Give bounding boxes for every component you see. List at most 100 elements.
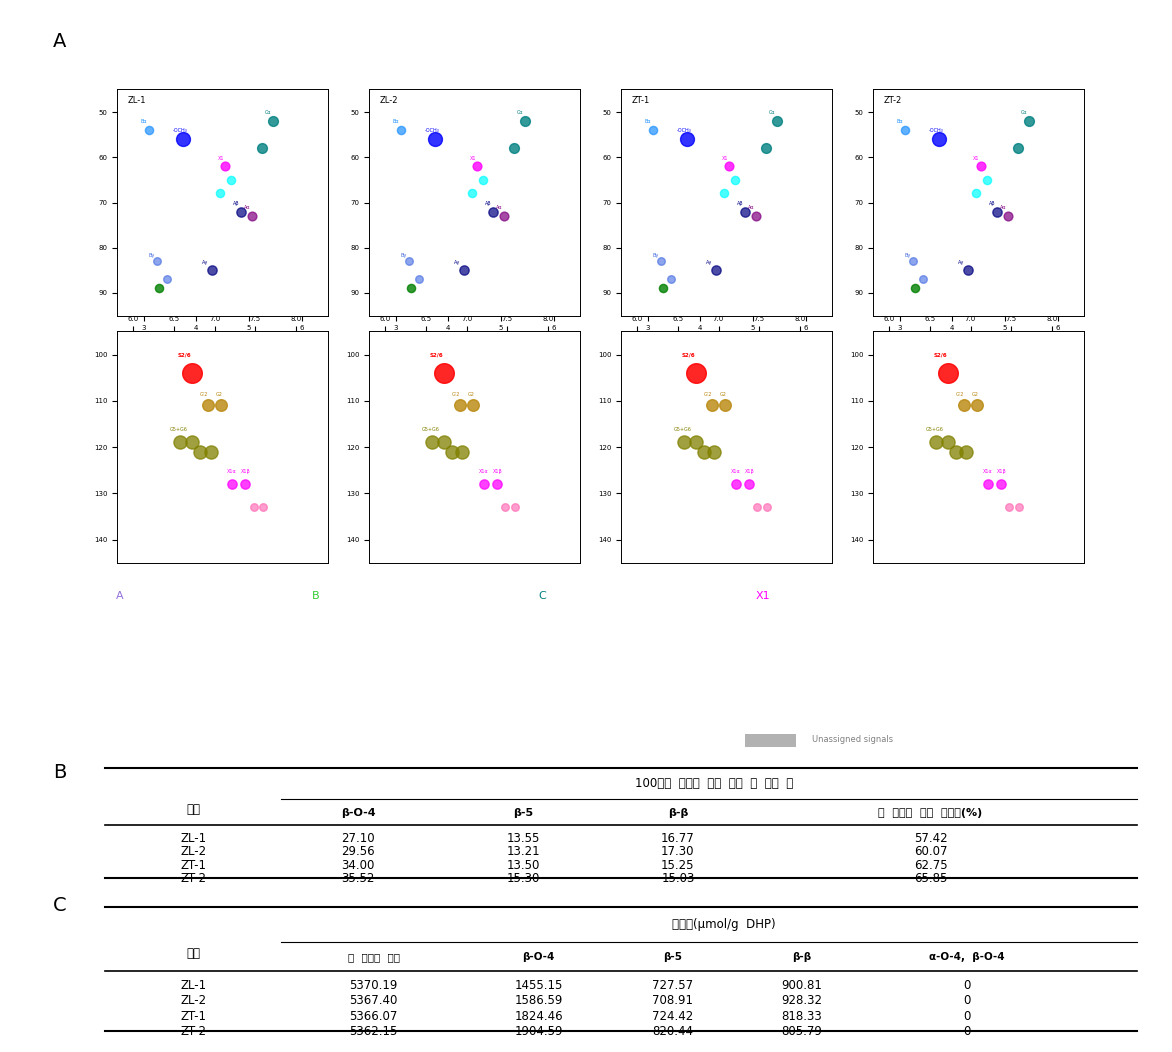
Point — [211, 185, 230, 202]
Text: X1β: X1β — [492, 468, 502, 473]
Text: 0: 0 — [963, 994, 970, 1008]
Text: Aα: Aα — [1000, 205, 1007, 210]
Point — [687, 365, 706, 382]
Text: X1: X1 — [974, 156, 980, 161]
Text: X1: X1 — [722, 156, 728, 161]
Point — [173, 130, 192, 147]
Point — [958, 443, 976, 460]
Text: 724.42: 724.42 — [652, 1010, 694, 1023]
Text: 805.79: 805.79 — [782, 1025, 822, 1038]
Text: Bα: Bα — [897, 119, 904, 124]
Text: β-O-4: β-O-4 — [523, 952, 554, 963]
Text: Cα: Cα — [1021, 110, 1028, 116]
Point — [727, 476, 745, 492]
Point — [662, 271, 681, 288]
Text: X1: X1 — [218, 156, 224, 161]
Text: ZT-1: ZT-1 — [180, 858, 206, 872]
Point — [199, 397, 218, 413]
Text: C: C — [539, 591, 546, 601]
Text: 1455.15: 1455.15 — [515, 979, 563, 992]
Point — [463, 185, 482, 202]
Text: X1α: X1α — [226, 468, 237, 473]
Text: -OCH₃: -OCH₃ — [172, 128, 188, 134]
Text: Aβ: Aβ — [737, 201, 744, 206]
Point — [423, 434, 442, 451]
Point — [748, 499, 766, 515]
Text: 방법: 방법 — [186, 948, 200, 960]
Text: G‘2: G‘2 — [452, 392, 461, 398]
Text: 34.00: 34.00 — [341, 858, 375, 872]
Text: Bα: Bα — [141, 119, 148, 124]
Text: 100개의  방향족  서브  유닛  당  연결  수: 100개의 방향족 서브 유닛 당 연결 수 — [635, 777, 793, 790]
Text: S2/6: S2/6 — [178, 352, 192, 358]
Text: Unassigned signals: Unassigned signals — [812, 734, 893, 744]
Text: Aγ: Aγ — [454, 260, 459, 265]
Text: G‘2: G‘2 — [704, 392, 713, 398]
Text: G2: G2 — [468, 392, 475, 398]
Text: 708.91: 708.91 — [653, 994, 693, 1008]
Text: G2: G2 — [972, 392, 979, 398]
Text: 13.21: 13.21 — [506, 845, 540, 858]
Text: 928.32: 928.32 — [782, 994, 822, 1008]
Point — [939, 365, 958, 382]
Text: S2/6: S2/6 — [934, 352, 948, 358]
Text: 29.56: 29.56 — [341, 845, 375, 858]
Point — [967, 185, 986, 202]
Text: 727.57: 727.57 — [652, 979, 694, 992]
Point — [183, 365, 202, 382]
Text: Bγ: Bγ — [653, 252, 659, 258]
Point — [443, 443, 462, 460]
Text: 5370.19: 5370.19 — [349, 979, 397, 992]
Text: 0: 0 — [963, 1025, 970, 1038]
Text: ZL-1: ZL-1 — [180, 831, 206, 845]
Text: 35.52: 35.52 — [341, 872, 375, 886]
Text: G5+G6: G5+G6 — [926, 427, 943, 432]
FancyBboxPatch shape — [745, 734, 797, 747]
Point — [464, 397, 483, 413]
Text: Aβ: Aβ — [485, 201, 492, 206]
Text: 5367.40: 5367.40 — [349, 994, 397, 1008]
Text: β-β: β-β — [792, 952, 811, 963]
Point — [139, 122, 158, 139]
Text: 17.30: 17.30 — [661, 845, 695, 858]
Text: ZL-1: ZL-1 — [128, 96, 146, 105]
Text: G5+G6: G5+G6 — [170, 427, 188, 432]
Point — [977, 171, 996, 188]
Text: Bα: Bα — [645, 119, 652, 124]
Point — [244, 499, 263, 515]
Text: ZT-1: ZT-1 — [180, 1010, 206, 1023]
Text: 900.81: 900.81 — [782, 979, 822, 992]
Point — [243, 207, 261, 224]
Text: 15.25: 15.25 — [661, 858, 695, 872]
Text: A: A — [53, 32, 66, 50]
Point — [410, 271, 429, 288]
Text: ZL-2: ZL-2 — [180, 994, 206, 1008]
Point — [475, 476, 493, 492]
Point — [223, 476, 241, 492]
Text: G5+G6: G5+G6 — [674, 427, 691, 432]
Text: 62.75: 62.75 — [914, 858, 947, 872]
Text: -OCH₃: -OCH₃ — [928, 128, 943, 134]
Point — [496, 499, 515, 515]
Text: -OCH₃: -OCH₃ — [676, 128, 691, 134]
Point — [236, 476, 254, 492]
Text: Aγ: Aγ — [958, 260, 963, 265]
Text: 5362.15: 5362.15 — [349, 1025, 397, 1038]
Point — [716, 397, 735, 413]
Point — [183, 434, 202, 451]
Point — [400, 252, 418, 269]
Text: X1α: X1α — [730, 468, 741, 473]
Point — [435, 434, 454, 451]
Text: 총  해결된  연결  백분율(%): 총 해결된 연결 백분율(%) — [879, 808, 982, 817]
Point — [904, 252, 922, 269]
Point — [158, 271, 177, 288]
Text: 65.85: 65.85 — [914, 872, 947, 886]
Point — [506, 499, 525, 515]
Point — [972, 158, 990, 175]
Text: Aγ: Aγ — [706, 260, 711, 265]
Point — [1010, 499, 1029, 515]
Point — [687, 434, 706, 451]
Point — [222, 171, 240, 188]
Point — [171, 434, 190, 451]
Point — [715, 185, 734, 202]
